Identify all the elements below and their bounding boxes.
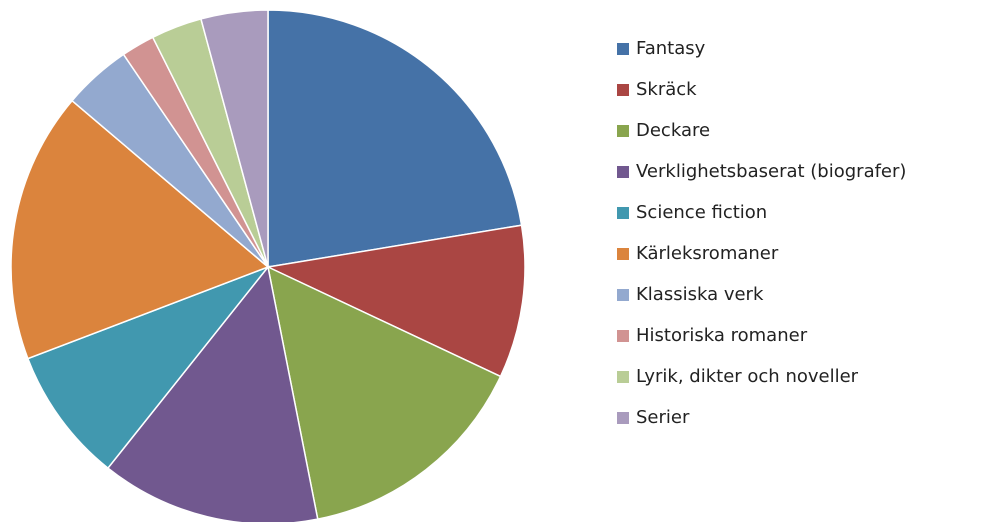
legend-label: Historiska romaner (636, 325, 808, 346)
legend-swatch (617, 207, 629, 219)
legend-swatch (617, 84, 629, 96)
legend-label: Serier (636, 407, 690, 428)
legend-swatch (617, 371, 629, 383)
pie-slice (26, 265, 271, 470)
legend-swatch (617, 166, 629, 178)
legend-label: Fantasy (636, 38, 706, 59)
pie-slice (266, 265, 502, 521)
legend-label: Science fiction (636, 202, 767, 223)
pie-slice (106, 265, 319, 522)
legend-label: Lyrik, dikter och noveller (636, 366, 859, 387)
legend-label: Skräck (636, 79, 697, 100)
legend-label: Verklighetsbaserat (biografer) (636, 161, 906, 182)
legend-swatch (617, 289, 629, 301)
pie-slice (200, 9, 269, 268)
legend-swatch (617, 125, 629, 137)
pie-slice (267, 9, 523, 268)
legend-swatch (617, 248, 629, 260)
legend-label: Kärleksromaner (636, 243, 779, 264)
pie-slice (10, 99, 270, 360)
pie-slice (265, 224, 526, 378)
legend-swatch (617, 412, 629, 424)
legend-swatch (617, 43, 629, 55)
legend-label: Deckare (636, 120, 710, 141)
legend-label: Klassiska verk (636, 284, 764, 305)
legend-swatch (617, 330, 629, 342)
